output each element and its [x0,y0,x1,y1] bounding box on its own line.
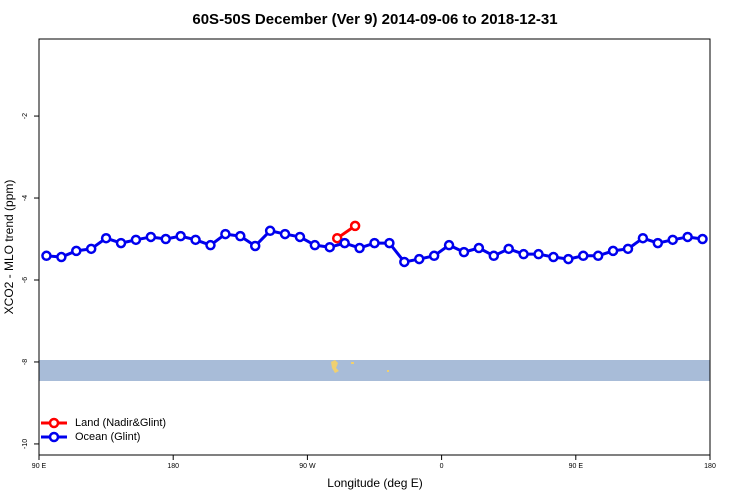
x-tick-label: 90 E [569,463,584,470]
y-axis-label: XCO2 - MLO trend (ppm) [2,180,16,315]
data-point [175,230,186,242]
data-point [682,231,693,243]
data-point [369,237,380,249]
data-point [331,232,343,244]
data-point [384,237,395,249]
data-point [637,232,649,244]
data-point [443,239,455,251]
data-point [667,234,678,246]
data-point [399,256,410,268]
plot-frame [38,38,711,456]
data-point [488,250,500,262]
data-point [56,251,67,263]
x-tick-label: 90 E [32,463,47,470]
data-point [518,248,529,260]
data-point [458,246,470,258]
data-point [205,239,216,251]
data-point [85,243,97,255]
y-tick-label: -4 [22,195,29,201]
data-point [563,253,574,265]
x-tick-label: 90 W [299,463,316,470]
x-tick-label: 180 [704,463,716,470]
land-patch [387,370,389,372]
data-point [473,242,485,254]
x-tick-label: 0 [440,463,444,470]
data-point [622,243,634,255]
data-point [249,240,261,252]
legend-marker [48,431,60,443]
data-point [235,230,246,242]
x-axis-label: Longitude (deg E) [327,476,422,490]
data-point [578,250,589,262]
y-tick-label: -2 [22,113,29,119]
data-point [220,228,231,240]
data-point [279,228,291,240]
x-tick-label: 180 [167,463,179,470]
data-point [413,253,425,265]
data-point [145,231,157,243]
data-point [190,234,201,246]
land-patch [351,362,354,364]
data-point [294,231,306,243]
data-point [592,250,604,262]
data-point [41,250,52,262]
data-point [533,248,544,260]
y-tick-label: -6 [22,277,29,283]
data-point [309,239,321,251]
data-point [349,220,361,232]
legend-label: Land (Nadir&Glint) [75,417,166,429]
data-point [160,233,171,245]
data-point [130,234,142,246]
data-point [339,237,350,249]
data-point [652,237,664,249]
map-strip [39,360,710,381]
data-point [697,233,708,245]
data-point [354,242,365,254]
y-tick-label: -10 [22,439,29,449]
data-point [548,251,559,263]
data-point [115,237,127,249]
data-point [71,245,82,257]
data-point [324,241,336,253]
data-point [428,250,440,262]
legend-label: Ocean (Glint) [75,431,140,443]
data-point [264,225,276,237]
data-point [503,243,514,255]
y-tick-label: -8 [22,359,29,365]
legend-marker [48,417,60,429]
land-patch [331,360,339,373]
data-point [607,245,619,257]
chart-title: 60S-50S December (Ver 9) 2014-09-06 to 2… [192,11,557,28]
data-point [100,232,112,244]
